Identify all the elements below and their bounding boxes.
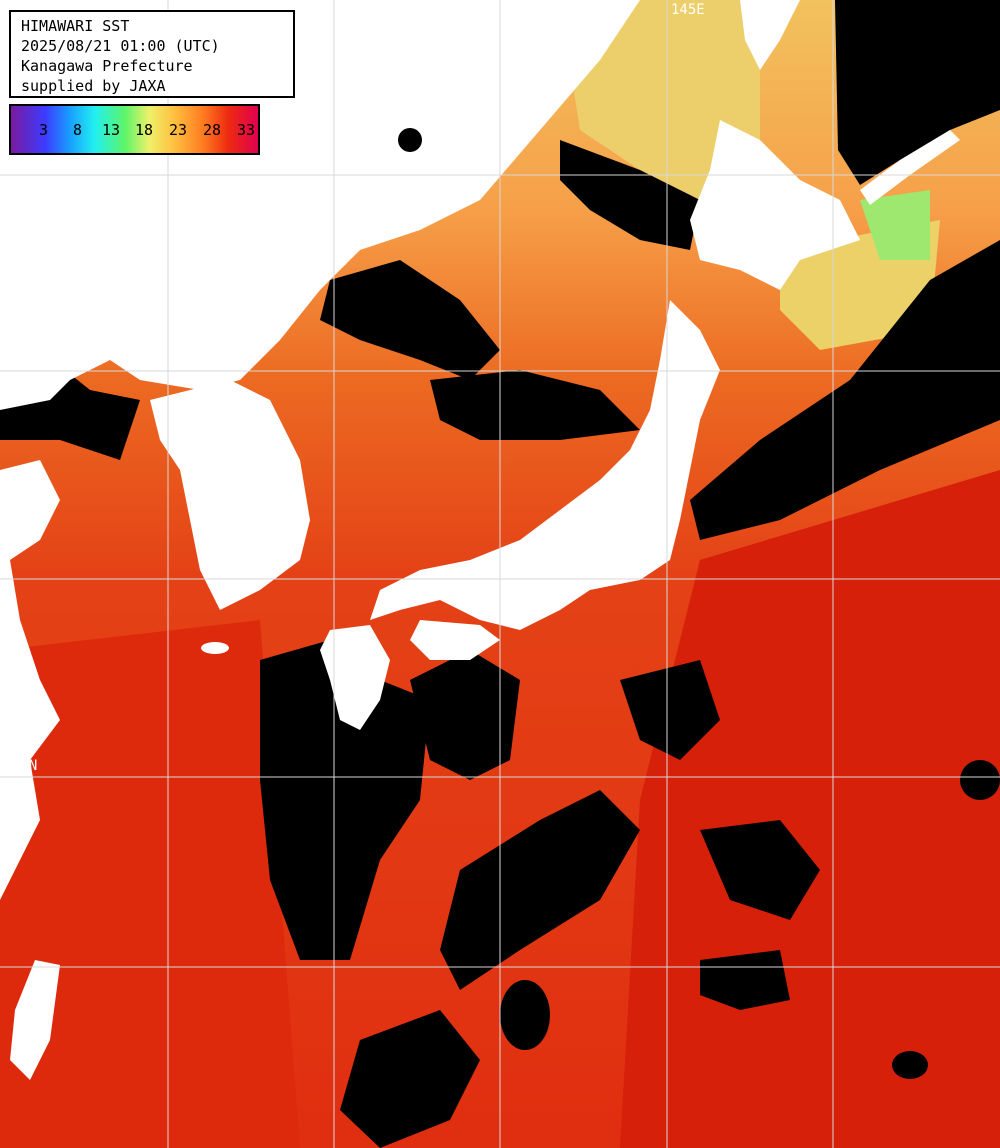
legend-tick: 13: [102, 121, 121, 139]
land-kuril-chain: [860, 130, 960, 205]
land-island: [398, 128, 422, 152]
cloud-mask: [410, 650, 520, 780]
cloud-mask: [560, 140, 700, 250]
cloud-mask: [892, 1051, 928, 1079]
color-legend: 3 8 13 18 23 28 33: [9, 104, 260, 155]
land-layer: [0, 0, 960, 1080]
lat-label-30n: 30N: [12, 758, 38, 774]
cloud-mask: [440, 790, 640, 990]
cloud-mask: [340, 1010, 480, 1148]
title-block: HIMAWARI SST 2025/08/21 01:00 (UTC) Kana…: [9, 10, 295, 98]
legend-tick: 18: [135, 121, 154, 139]
land-honshu: [370, 300, 720, 630]
land-korea: [150, 380, 310, 610]
cloud-mask: [700, 950, 790, 1010]
cloud-mask: [260, 640, 430, 960]
cloud-mask: [835, 0, 1000, 185]
lat-label-40n: 40N: [12, 352, 38, 368]
cloud-mask: [690, 240, 1000, 540]
land-kyushu: [320, 625, 390, 730]
cloud-mask: [960, 760, 1000, 800]
cloud-mask: [500, 980, 550, 1050]
land-shikoku: [410, 620, 500, 660]
land-taiwan: [10, 960, 60, 1080]
cloud-mask: [700, 820, 820, 920]
title-text: HIMAWARI SST: [21, 17, 130, 35]
legend-tick: 23: [169, 121, 188, 139]
cool-water-north: [560, 0, 760, 200]
cloud-mask: [320, 260, 500, 380]
credit-text: supplied by JAXA: [21, 77, 166, 95]
hot-water-southwest: [0, 620, 300, 1148]
land-hokkaido: [690, 120, 860, 290]
land-asia-mainland: [0, 0, 640, 410]
cold-patch-northeast: [860, 190, 930, 260]
legend-tick: 28: [203, 121, 222, 139]
cloud-mask: [620, 660, 720, 760]
legend-tick: 3: [39, 121, 49, 139]
land-island: [201, 642, 229, 654]
region-text: Kanagawa Prefecture: [21, 57, 193, 75]
legend-tick: 8: [73, 121, 83, 139]
land-sakhalin-kuril: [740, 0, 800, 70]
timestamp-text: 2025/08/21 01:00 (UTC): [21, 37, 220, 55]
legend-tick: 33: [237, 121, 256, 139]
cloud-mask: [430, 370, 640, 440]
lon-label-top: 145E: [671, 2, 705, 18]
land-china-coast: [0, 460, 60, 900]
